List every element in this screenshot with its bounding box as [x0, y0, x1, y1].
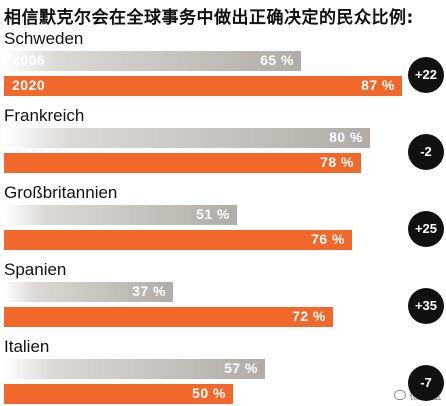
data-label: 57 % [224, 360, 258, 376]
bar-italien-2020: 50 % [4, 384, 233, 404]
bar-grossbritannien-2020: 76 % [4, 230, 352, 250]
chart-title: 相信默克尔会在全球事务中做出正确决定的民众比例: [4, 8, 414, 28]
bar-grossbritannien-2006: 51 % [4, 205, 237, 225]
change-badge: +22 [408, 57, 444, 93]
bar-frankreich-2020: 78 % [4, 153, 361, 173]
data-label: 72 % [292, 308, 326, 324]
change-badge: -7 [408, 365, 444, 401]
bar-spanien-2020: 72 % [4, 307, 333, 327]
series-label: 2006 [12, 52, 46, 68]
data-label: 65 % [260, 52, 294, 68]
data-label: 51 % [196, 206, 230, 222]
bar-schweden-2020: 2020 87 % [4, 76, 402, 96]
data-label: 37 % [132, 283, 166, 299]
change-badge: +35 [408, 288, 444, 324]
data-label: 50 % [192, 385, 226, 401]
category-label: Italien [4, 337, 50, 356]
category-label: Großbritannien [4, 183, 118, 202]
bar-spanien-2006: 37 % [4, 282, 173, 302]
bar-frankreich-2006: 80 % [4, 128, 370, 148]
category-label: Spanien [4, 260, 67, 279]
data-label: 76 % [311, 231, 345, 247]
wechat-icon [394, 390, 406, 400]
bar-italien-2006: 57 % [4, 359, 265, 379]
data-label: 87 % [361, 77, 395, 93]
series-label: 2020 [12, 77, 46, 93]
data-label: 80 % [329, 129, 363, 145]
bar-schweden-2006: 2006 65 % [4, 51, 301, 71]
category-label: Frankreich [4, 106, 85, 125]
change-badge: +25 [408, 211, 444, 247]
category-label: Schweden [4, 29, 84, 48]
change-badge: -2 [408, 134, 444, 170]
data-label: 78 % [320, 154, 354, 170]
